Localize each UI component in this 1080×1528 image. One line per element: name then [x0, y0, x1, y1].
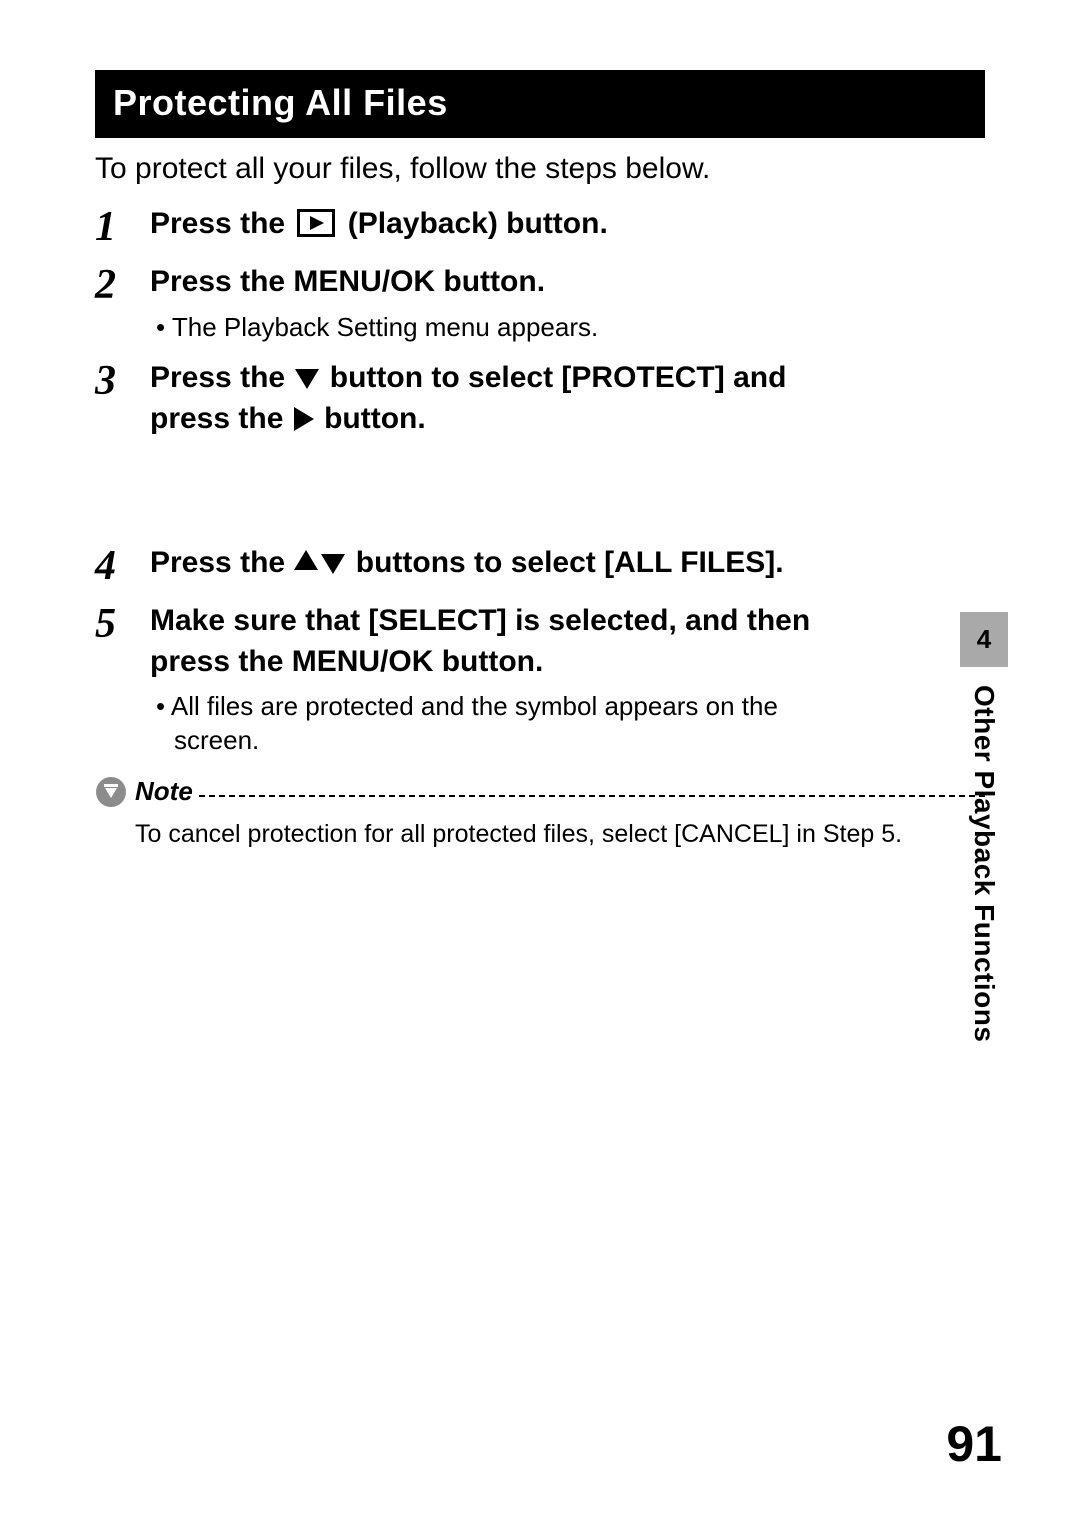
- note-body: To cancel protection for all protected f…: [95, 820, 985, 849]
- step-bullet: All files are protected and the symbol a…: [150, 690, 835, 758]
- step-number: 5: [95, 601, 150, 645]
- step-number: 4: [95, 543, 150, 587]
- playback-icon: [297, 209, 335, 237]
- step-number: 2: [95, 262, 150, 306]
- step-bullet: The Playback Setting menu appears.: [150, 311, 835, 345]
- note-icon: [95, 776, 127, 808]
- step-title: Press the buttons to select [ALL FILES].: [150, 543, 835, 584]
- text: (Playback) button.: [339, 207, 607, 240]
- step-1: 1 Press the (Playback) button.: [95, 204, 835, 248]
- text: button.: [316, 402, 426, 435]
- steps-column: 1 Press the (Playback) button. 2 Press t…: [95, 204, 835, 758]
- step-title: Press the button to select [PROTECT] and…: [150, 358, 835, 439]
- step-3: 3 Press the button to select [PROTECT] a…: [95, 358, 835, 439]
- step-4: 4 Press the buttons to select [ALL FILES…: [95, 543, 835, 587]
- text: Press the: [150, 207, 293, 240]
- section-header: Protecting All Files: [95, 70, 985, 138]
- intro-text: To protect all your files, follow the st…: [95, 152, 985, 186]
- text: Press the: [150, 361, 293, 394]
- down-triangle-icon: [295, 369, 319, 389]
- step-2: 2 Press the MENU/OK button. The Playback…: [95, 262, 835, 344]
- note-label: Note: [135, 776, 193, 807]
- side-tab-label: Other Playback Functions: [968, 685, 1000, 1042]
- text: Press the: [150, 546, 293, 579]
- side-tab-number: 4: [960, 612, 1008, 667]
- step-title: Make sure that [SELECT] is selected, and…: [150, 601, 835, 682]
- step-title: Press the (Playback) button.: [150, 204, 835, 245]
- page-number: 91: [946, 1415, 1002, 1473]
- step-number: 1: [95, 204, 150, 248]
- step-5: 5 Make sure that [SELECT] is selected, a…: [95, 601, 835, 758]
- right-triangle-icon: [294, 407, 314, 431]
- step-title: Press the MENU/OK button.: [150, 262, 835, 303]
- text: buttons to select [ALL FILES].: [347, 546, 783, 579]
- step-number: 3: [95, 358, 150, 402]
- side-tab: 4 Other Playback Functions: [960, 612, 1008, 1042]
- note-dashes: [199, 795, 985, 797]
- down-triangle-icon: [321, 554, 345, 574]
- note-row: Note: [95, 776, 985, 808]
- up-triangle-icon: [294, 550, 318, 570]
